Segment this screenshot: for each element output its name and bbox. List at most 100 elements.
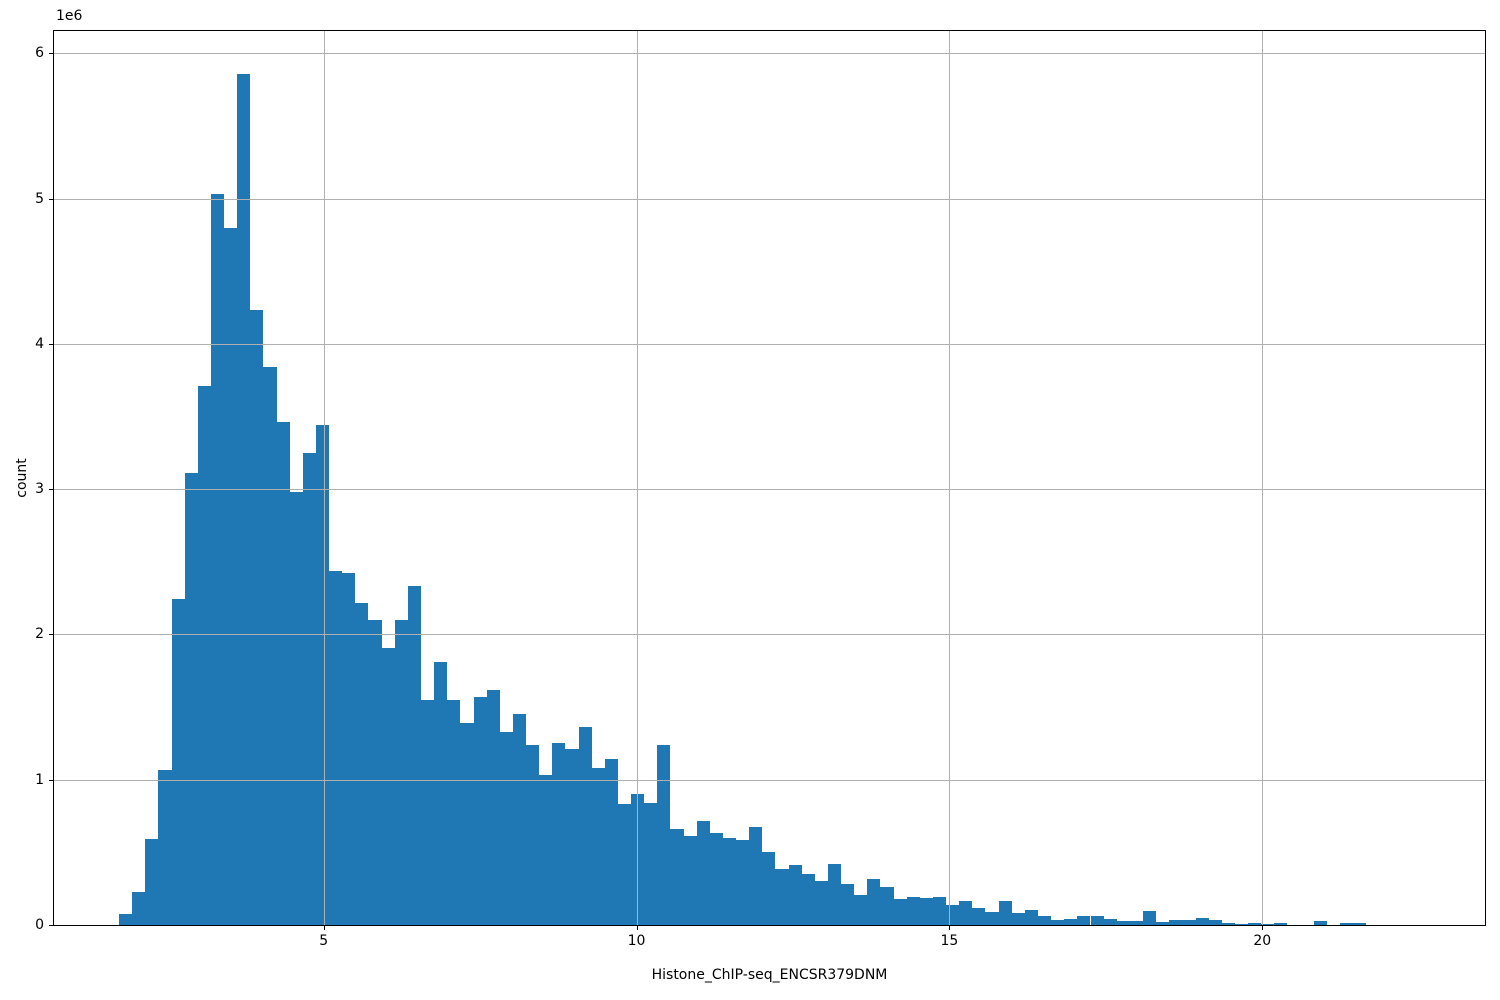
y-grid-line — [54, 53, 1485, 55]
histogram-bar — [342, 573, 356, 925]
histogram-bar — [1221, 923, 1235, 925]
x-tick-label: 20 — [1253, 933, 1272, 949]
histogram-bar — [985, 911, 999, 925]
y-tick — [49, 634, 54, 636]
histogram-bar — [631, 794, 645, 925]
histogram-bar — [657, 744, 671, 925]
y-tick-label: 3 — [35, 481, 44, 498]
histogram-bar — [604, 759, 618, 925]
y-tick-label: 6 — [35, 45, 44, 62]
histogram-bar — [919, 898, 933, 925]
y-tick — [49, 53, 54, 55]
histogram-bar — [736, 840, 750, 925]
y-tick-label: 4 — [35, 335, 44, 352]
histogram-bar — [749, 826, 763, 925]
histogram-bar — [1195, 917, 1209, 925]
histogram-bar — [210, 194, 225, 925]
histogram-bar — [670, 829, 684, 925]
histogram-bar — [946, 904, 960, 925]
histogram-bar — [1313, 921, 1327, 925]
histogram-bar — [578, 727, 592, 925]
histogram-bar — [289, 492, 303, 925]
histogram-bar — [394, 619, 408, 925]
histogram-bar — [276, 422, 290, 925]
y-tick — [49, 489, 54, 491]
histogram-bar — [1353, 922, 1367, 925]
histogram-bar — [447, 699, 461, 925]
histogram-bar — [237, 73, 251, 925]
x-grid-line — [323, 31, 325, 925]
plot-area: 1e6 count Histone_ChIP-seq_ENCSR379DNM 0… — [14, 8, 1486, 983]
grid-layer — [54, 31, 1485, 925]
histogram-bar — [906, 896, 920, 925]
y-grid-line — [54, 779, 1485, 781]
histogram-bar — [762, 851, 776, 925]
histogram-bar — [841, 884, 855, 925]
histogram-bar — [250, 310, 264, 925]
histogram-bar — [315, 425, 330, 925]
x-tick-label: 10 — [627, 933, 646, 949]
histogram-bar — [1169, 920, 1183, 925]
histogram-bar — [302, 452, 316, 925]
histogram-bar — [132, 892, 146, 925]
histogram-bar — [263, 367, 277, 925]
x-tick — [323, 925, 325, 930]
x-tick — [636, 925, 638, 930]
histogram-bar — [709, 833, 723, 925]
histogram-bar — [932, 896, 947, 925]
histogram-bar — [158, 770, 172, 925]
histogram-bar — [683, 836, 697, 925]
y-tick-label: 5 — [35, 190, 44, 207]
x-tick-label: 5 — [319, 933, 329, 949]
histogram-bar — [197, 385, 211, 925]
histogram-bar — [1274, 922, 1288, 925]
histogram-bar — [867, 879, 881, 925]
histogram-bar — [407, 586, 421, 925]
y-tick — [49, 779, 54, 781]
histogram-bar — [959, 901, 973, 925]
x-axis-label: Histone_ChIP-seq_ENCSR379DNM — [651, 967, 888, 983]
histogram-bar — [460, 723, 474, 925]
histogram-bar — [880, 886, 894, 925]
histogram-bar — [565, 749, 579, 925]
histogram-bar — [1011, 912, 1025, 925]
histogram-bar — [224, 227, 238, 925]
y-grid-line — [54, 634, 1485, 636]
y-tick-label: 0 — [35, 917, 44, 933]
y-tick — [49, 343, 54, 345]
histogram-bar — [814, 880, 828, 925]
histogram-bar — [972, 908, 986, 925]
histogram-bar — [1077, 916, 1091, 925]
histogram-bar — [1339, 922, 1354, 925]
y-tick — [49, 198, 54, 200]
histogram-bar — [368, 619, 382, 925]
histogram-bar — [893, 898, 907, 925]
histogram-bar — [998, 901, 1012, 925]
histogram-bar — [1090, 916, 1104, 925]
histogram-bar — [617, 803, 632, 925]
y-tick-label: 1 — [35, 771, 44, 788]
y-axis-offset-text: 1e6 — [56, 8, 83, 24]
histogram-bar — [1182, 920, 1196, 925]
histogram-bar — [1156, 922, 1170, 925]
x-grid-line — [636, 31, 638, 925]
histogram-bar — [434, 662, 448, 925]
histogram-bar — [539, 775, 553, 925]
histogram-bar — [1103, 919, 1117, 925]
histogram-bar — [1037, 916, 1052, 925]
x-tick-label: 15 — [940, 933, 959, 949]
y-grid-line — [54, 198, 1485, 200]
histogram-bar — [722, 837, 737, 925]
histogram-bar — [171, 598, 185, 925]
bars-layer — [54, 31, 1485, 925]
histogram-bar — [801, 874, 815, 925]
x-tick — [949, 925, 951, 930]
histogram-bar — [1248, 922, 1262, 925]
histogram-bar — [827, 863, 842, 925]
histogram-bar — [512, 713, 527, 925]
y-tick-label: 2 — [35, 626, 44, 643]
histogram-bar — [1261, 923, 1275, 925]
x-grid-line — [1262, 31, 1264, 925]
x-tick — [1262, 925, 1264, 930]
